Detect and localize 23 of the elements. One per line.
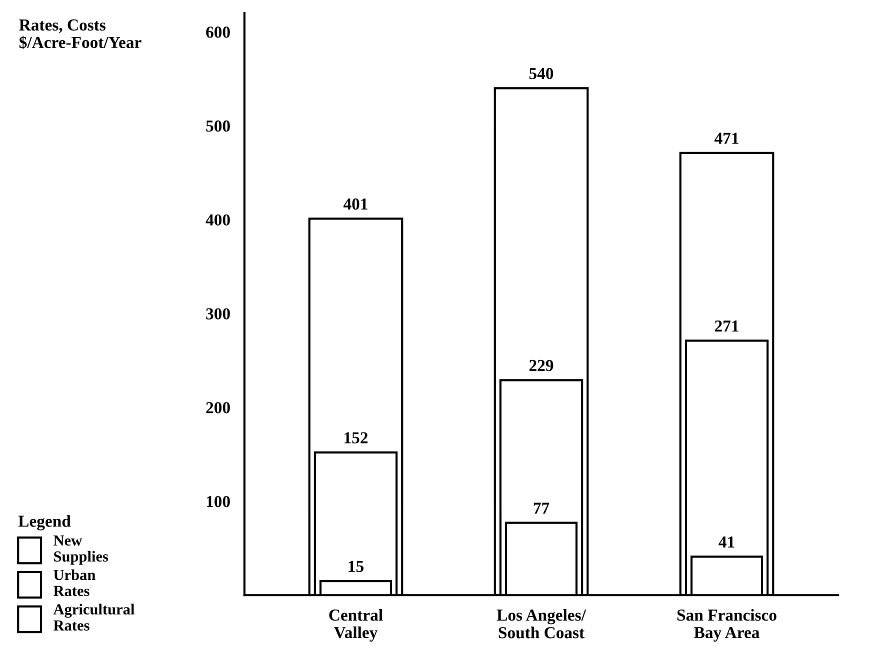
data-label: 152	[344, 432, 368, 444]
y-tick-label: 600	[206, 26, 230, 38]
y-axis-title: Rates, Costs $/Acre-Foot/Year	[19, 19, 142, 50]
y-tick-label: 500	[206, 120, 230, 132]
data-label: 229	[529, 360, 554, 372]
y-tick-label: 100	[206, 496, 230, 508]
data-label: 540	[529, 68, 554, 80]
legend-label: New Supplies	[54, 536, 108, 565]
data-label: 271	[714, 320, 738, 332]
x-tick-label: San Francisco Bay Area	[677, 609, 776, 642]
legend-label: Agricultural Rates	[53, 604, 134, 631]
x-tick-label: Los Angeles/ South Coast	[496, 609, 586, 638]
data-label: 401	[343, 198, 368, 210]
data-label: 15	[348, 560, 364, 572]
y-tick-label: 300	[206, 308, 230, 320]
data-label: 77	[534, 502, 550, 514]
y-tick-label: 400	[206, 214, 230, 226]
legend-title: Legend	[18, 515, 71, 530]
data-label: 41	[718, 536, 734, 548]
y-tick-label: 200	[206, 402, 230, 414]
data-label: 471	[714, 132, 738, 144]
x-tick-label: Central Valley	[329, 609, 383, 642]
legend-label: Urban Rates	[54, 569, 96, 596]
